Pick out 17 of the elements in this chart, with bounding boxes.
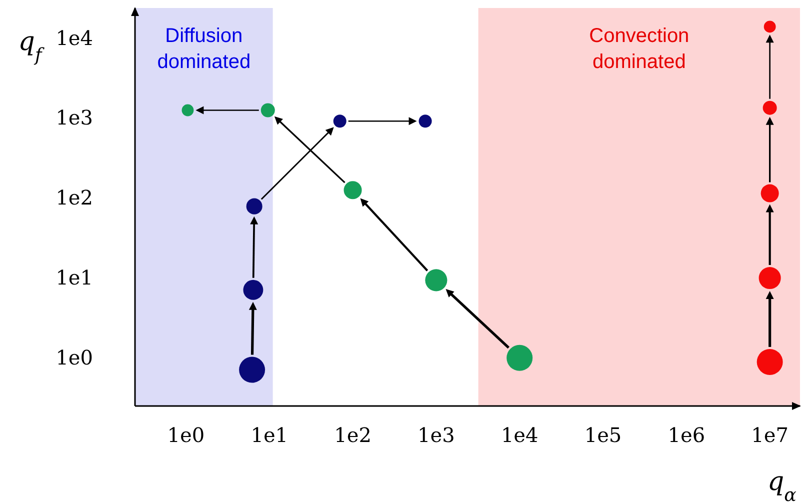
- y-axis-title: q$_{f}$: [18, 27, 45, 66]
- y-tick-label: 1e2: [56, 186, 93, 210]
- x-tick-label: 1e1: [250, 423, 288, 448]
- band-label: Diffusion dominated: [157, 25, 251, 73]
- y-tick-label: 1e1: [56, 265, 93, 290]
- x-tick-label: 1e5: [584, 423, 622, 448]
- x-tick-label: 1e4: [500, 423, 538, 448]
- y-tick-label: 1e4: [56, 26, 93, 50]
- x-axis-title: q$_{α}$: [768, 467, 796, 503]
- x-tick-label: 1e0: [167, 423, 205, 448]
- band-label: Convection dominated: [589, 25, 690, 73]
- x-tick-label: 1e6: [668, 423, 706, 448]
- y-tick-label: 1e0: [56, 345, 93, 370]
- x-tick-label: 1e2: [334, 423, 372, 448]
- x-tick-label: 1e3: [418, 423, 455, 448]
- x-tick-label: 1e7: [751, 423, 788, 448]
- y-tick-label: 1e3: [56, 106, 93, 130]
